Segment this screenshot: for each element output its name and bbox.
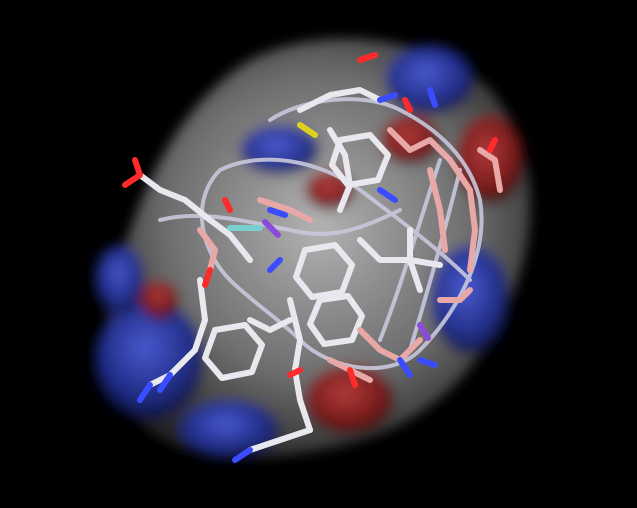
surface-negative-patch (305, 365, 395, 435)
surface-positive-patch (95, 300, 205, 420)
surface-positive-patch (180, 400, 280, 460)
surface-positive-patch (385, 45, 475, 115)
surface-negative-patch (140, 280, 180, 320)
surface-positive-patch (430, 245, 510, 355)
peptide-stick-model-icon (122, 52, 503, 463)
surface-negative-patch (380, 115, 440, 165)
surface-positive-patch (95, 245, 145, 315)
